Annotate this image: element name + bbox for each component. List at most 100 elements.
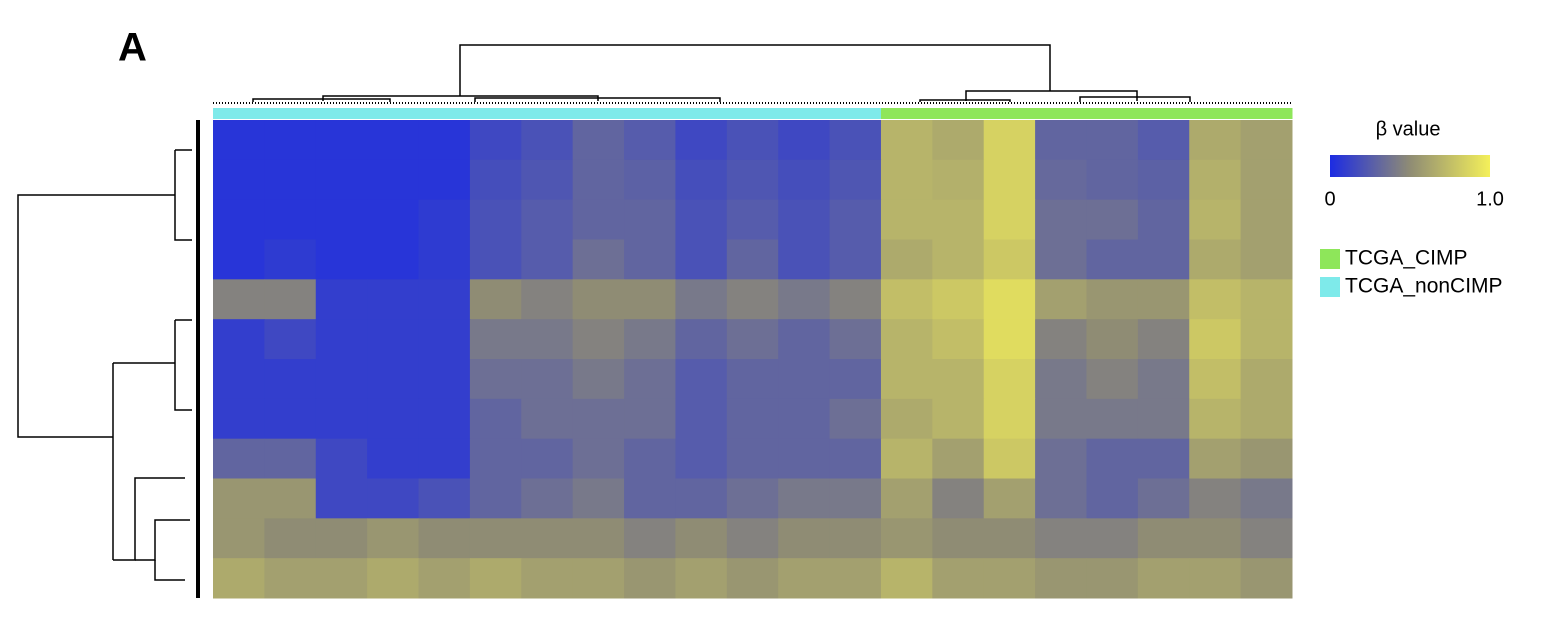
heatmap-cell — [675, 398, 728, 440]
heatmap-cell — [1035, 558, 1087, 599]
heatmap-cell — [521, 478, 574, 519]
heatmap-cell — [1240, 199, 1293, 240]
heatmap-cell — [521, 199, 574, 240]
heatmap-cell — [469, 558, 522, 599]
heatmap-cell — [1035, 120, 1087, 161]
heatmap-cell — [778, 438, 831, 479]
heatmap-cell — [1086, 518, 1139, 559]
heatmap — [213, 120, 1293, 599]
heatmap-cell — [367, 319, 420, 360]
heatmap-cell — [315, 558, 368, 599]
column-annotation — [418, 108, 471, 119]
heatmap-cell — [880, 239, 933, 280]
heatmap-cell — [726, 558, 779, 599]
colorbar-tick-label: 0 — [1324, 188, 1335, 210]
heatmap-cell — [829, 319, 882, 360]
heatmap-cell — [1189, 558, 1242, 599]
heatmap-cell — [418, 398, 471, 440]
heatmap-cell — [1240, 398, 1293, 440]
heatmap-cell — [675, 199, 728, 240]
heatmap-cell — [880, 438, 933, 479]
heatmap-cell — [213, 478, 265, 519]
heatmap-cell — [572, 199, 625, 240]
heatmap-cell — [829, 398, 882, 440]
heatmap-cell — [778, 558, 831, 599]
heatmap-cell — [521, 120, 574, 161]
heatmap-cell — [675, 319, 728, 360]
heatmap-cell — [1189, 239, 1242, 280]
heatmap-cell — [213, 319, 265, 360]
heatmap-cell — [213, 398, 265, 440]
heatmap-cell — [983, 239, 1036, 280]
heatmap-cell — [264, 518, 317, 559]
heatmap-cell — [1086, 159, 1139, 201]
heatmap-cell — [315, 279, 368, 320]
heatmap-cell — [572, 319, 625, 360]
heatmap-cell — [572, 159, 625, 201]
heatmap-cell — [469, 518, 522, 559]
heatmap-cell — [1086, 359, 1139, 400]
heatmap-cell — [213, 359, 265, 400]
heatmap-cell — [213, 438, 265, 479]
heatmap-cell — [572, 558, 625, 599]
heatmap-cell — [983, 398, 1036, 440]
heatmap-cell — [521, 319, 574, 360]
heatmap-cell — [1240, 319, 1293, 360]
heatmap-cell — [880, 398, 933, 440]
heatmap-cell — [213, 239, 265, 280]
panel-label: A — [118, 26, 147, 70]
heatmap-cell — [1035, 199, 1087, 240]
heatmap-cell — [932, 239, 985, 280]
heatmap-cell — [983, 319, 1036, 360]
heatmap-cell — [315, 438, 368, 479]
heatmap-cell — [880, 199, 933, 240]
heatmap-cell — [675, 239, 728, 280]
column-annotation — [880, 108, 933, 119]
heatmap-cell — [829, 199, 882, 240]
column-annotation — [264, 108, 317, 119]
heatmap-cell — [1137, 398, 1190, 440]
heatmap-cell — [624, 120, 676, 161]
heatmap-cell — [829, 239, 882, 280]
colorbar — [1330, 155, 1490, 177]
heatmap-cell — [213, 558, 265, 599]
heatmap-cell — [367, 199, 420, 240]
heatmap-cell — [778, 319, 831, 360]
heatmap-cell — [264, 120, 317, 161]
heatmap-cell — [1137, 518, 1190, 559]
heatmap-cell — [572, 239, 625, 280]
heatmap-cell — [1086, 558, 1139, 599]
heatmap-cell — [726, 359, 779, 400]
heatmap-cell — [367, 478, 420, 519]
heatmap-cell — [880, 359, 933, 400]
heatmap-cell — [675, 279, 728, 320]
legend-label: TCGA_CIMP — [1345, 247, 1468, 270]
heatmap-cell — [1240, 558, 1293, 599]
heatmap-cell — [367, 398, 420, 440]
heatmap-cell — [1189, 518, 1242, 559]
heatmap-cell — [1240, 159, 1293, 201]
heatmap-cell — [418, 478, 471, 519]
column-annotation — [1035, 108, 1087, 119]
heatmap-cell — [829, 159, 882, 201]
column-annotation — [624, 108, 676, 119]
heatmap-cell — [726, 279, 779, 320]
heatmap-cell — [418, 159, 471, 201]
heatmap-cell — [315, 359, 368, 400]
column-annotation — [469, 108, 522, 119]
heatmap-cell — [932, 199, 985, 240]
column-annotation — [213, 108, 265, 119]
heatmap-cell — [521, 239, 574, 280]
column-annotation — [932, 108, 985, 119]
heatmap-cell — [726, 120, 779, 161]
heatmap-cell — [932, 319, 985, 360]
heatmap-cell — [1189, 199, 1242, 240]
heatmap-cell — [726, 478, 779, 519]
heatmap-cell — [880, 159, 933, 201]
heatmap-cell — [367, 558, 420, 599]
heatmap-cell — [315, 239, 368, 280]
heatmap-cell — [213, 279, 265, 320]
heatmap-cell — [367, 359, 420, 400]
heatmap-cell — [675, 558, 728, 599]
